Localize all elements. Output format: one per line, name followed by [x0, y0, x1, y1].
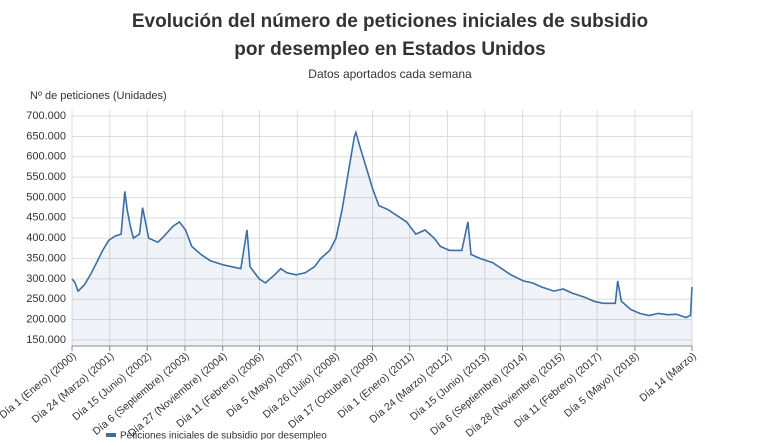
y-tick-label: 500.000	[26, 191, 66, 203]
y-tick-label: 700.000	[26, 110, 66, 122]
y-tick-label: 400.000	[26, 232, 66, 244]
x-tick-label: Día 14 (Marzo)	[637, 350, 698, 404]
y-tick-label: 250.000	[26, 293, 66, 305]
chart-title-line: Evolución del número de peticiones inici…	[132, 11, 648, 32]
legend-swatch	[106, 433, 116, 437]
legend-label: Peticiones iniciales de subsidio por des…	[120, 431, 327, 440]
y-axis-label: Nº de peticiones (Unidades)	[30, 90, 167, 102]
y-tick-label: 650.000	[26, 130, 66, 142]
chart-title-continuation: por desempleo en Estados Unidos	[234, 39, 545, 60]
y-tick-label: 600.000	[26, 151, 66, 163]
area	[72, 132, 692, 346]
line	[71, 129, 693, 319]
y-tick-label: 450.000	[26, 212, 66, 224]
y-tick-label: 150.000	[26, 334, 66, 346]
chart-subtitle: Datos aportados cada semana	[308, 67, 472, 81]
y-tick-label: 200.000	[26, 313, 66, 325]
y-tick-label: 550.000	[26, 171, 66, 183]
y-tick-label: 350.000	[26, 252, 66, 264]
y-tick-label: 300.000	[26, 273, 66, 285]
